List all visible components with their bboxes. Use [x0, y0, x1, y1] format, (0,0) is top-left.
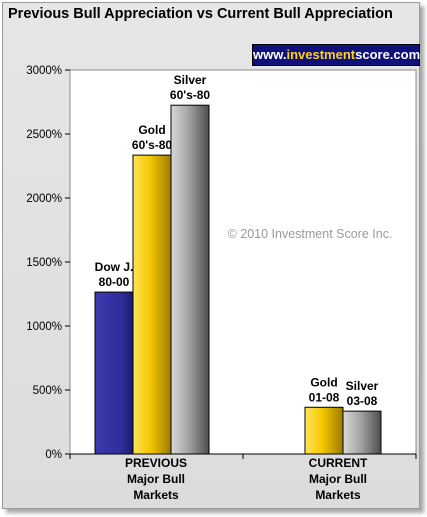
- bar-dow: [94, 291, 134, 455]
- brand-accent: investment: [286, 47, 356, 62]
- bar-gold: [304, 406, 344, 455]
- x-category-label: Major Bull: [127, 472, 185, 486]
- y-tick-label: 500%: [33, 385, 62, 397]
- bar-silver: [170, 104, 210, 455]
- y-tick-label: 2500%: [26, 129, 62, 141]
- x-category-label: Markets: [315, 488, 361, 502]
- y-tick-label: 1000%: [26, 321, 62, 333]
- y-tick-label: 3000%: [26, 65, 62, 77]
- bar-label: Dow J.: [95, 260, 134, 274]
- x-category-label: Major Bull: [309, 472, 367, 486]
- y-tick-label: 1500%: [26, 257, 62, 269]
- brand-prefix: www.: [253, 47, 287, 62]
- bar-silver: [342, 410, 382, 455]
- brand-suffix: score.com: [355, 47, 421, 62]
- bar-label: 60's-80: [170, 88, 211, 102]
- bar-label: 01-08: [309, 390, 340, 404]
- bars-layer: Dow J.80-00Gold60's-80Silver60's-80Gold0…: [94, 73, 382, 455]
- bar-label: Silver: [174, 73, 207, 87]
- y-tick-label: 2000%: [26, 193, 62, 205]
- bar-label: Gold: [310, 375, 337, 389]
- x-category-label: Markets: [133, 488, 179, 502]
- x-category-label: PREVIOUS: [125, 456, 187, 470]
- bottom-divider-fragment: [14, 509, 74, 517]
- bar-label: Gold: [138, 123, 165, 137]
- bar-label: 80-00: [99, 275, 130, 289]
- x-axis: PREVIOUS Major Bull Markets CURRENT Major Bu…: [69, 453, 417, 502]
- y-axis: 0% 500% 1000% 1500% 2000% 2500% 3000%: [26, 65, 70, 461]
- bar-label: Silver: [346, 379, 379, 393]
- bar-gold: [132, 154, 172, 455]
- bar-label: 60's-80: [132, 138, 173, 152]
- bar-label: 03-08: [347, 394, 378, 408]
- watermark: © 2010 Investment Score Inc.: [228, 227, 393, 241]
- y-tick-label: 0%: [45, 449, 62, 461]
- brand-badge: www.investmentscore.com: [252, 44, 420, 66]
- x-category-label: CURRENT: [309, 456, 368, 470]
- chart-title: Previous Bull Appreciation vs Current Bu…: [8, 6, 393, 22]
